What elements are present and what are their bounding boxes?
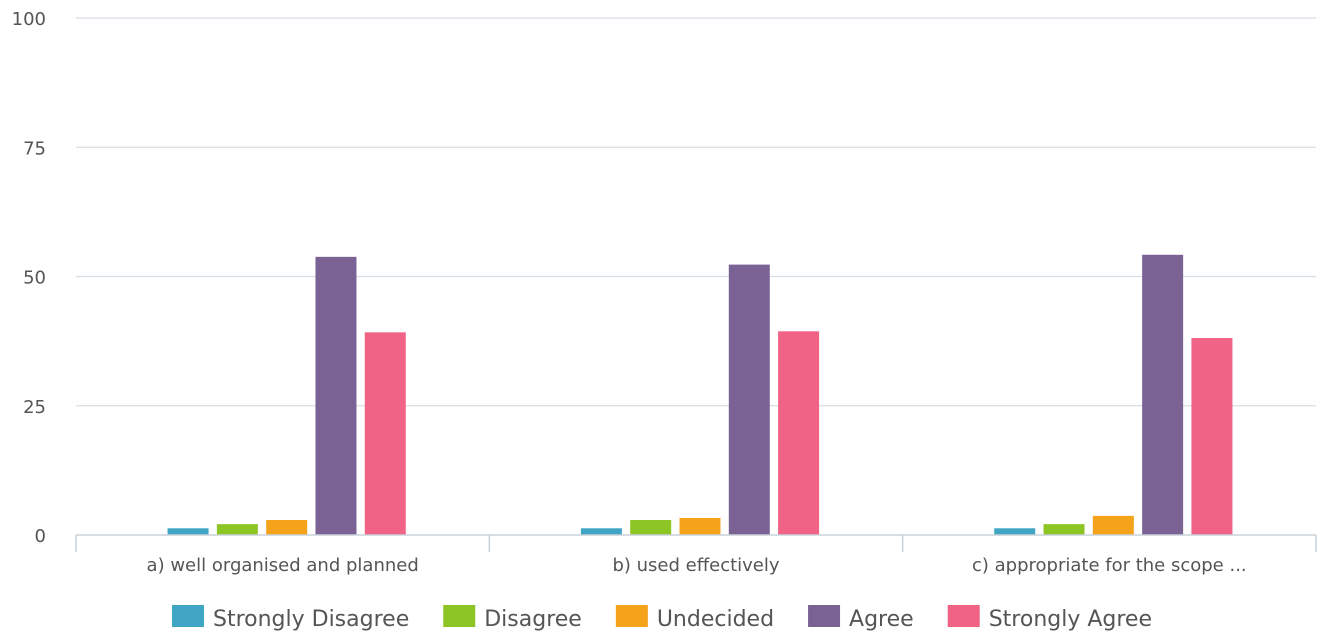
legend-item-strongly-disagree[interactable]: Strongly Disagree (171, 605, 409, 632)
bar-disagree[interactable] (630, 520, 672, 535)
x-category-label: c) appropriate for the scope ... (972, 555, 1247, 576)
bar-disagree[interactable] (216, 524, 258, 535)
y-tick-label: 25 (23, 397, 46, 418)
x-axis (75, 534, 1317, 552)
bar-strongly-disagree[interactable] (580, 528, 622, 535)
bar-disagree[interactable] (1043, 524, 1085, 535)
legend-label: Disagree (484, 607, 582, 632)
legend-item-undecided[interactable]: Undecided (615, 605, 774, 632)
legend-label: Agree (849, 607, 914, 632)
legend-label: Undecided (657, 607, 774, 632)
bars (167, 254, 1233, 535)
gridlines (76, 17, 1316, 407)
x-category-label: a) well organised and planned (147, 555, 419, 576)
bar-strongly-disagree[interactable] (994, 528, 1036, 535)
y-tick-label: 0 (35, 526, 46, 547)
y-axis-tick-labels: 0 25 50 75 100 (12, 9, 46, 547)
bar-strongly-disagree[interactable] (167, 528, 209, 535)
bar-undecided[interactable] (266, 520, 308, 535)
bar-undecided[interactable] (679, 517, 721, 535)
legend-swatch (171, 605, 204, 627)
y-tick-label: 50 (23, 268, 46, 289)
x-category-label: b) used effectively (612, 555, 779, 576)
bar-strongly-agree[interactable] (778, 331, 820, 535)
bar-undecided[interactable] (1092, 515, 1134, 535)
bar-strongly-agree[interactable] (1191, 338, 1233, 535)
y-tick-label: 75 (23, 138, 46, 159)
legend-swatch (808, 605, 841, 627)
x-axis-category-labels: a) well organised and planned b) used eff… (147, 555, 1247, 576)
legend-item-agree[interactable]: Agree (808, 605, 914, 632)
legend-label: Strongly Disagree (213, 607, 409, 632)
bar-agree[interactable] (1142, 254, 1184, 535)
legend-swatch (947, 605, 980, 627)
legend-item-strongly-agree[interactable]: Strongly Agree (947, 605, 1152, 632)
bar-strongly-agree[interactable] (364, 332, 406, 535)
bar-agree[interactable] (315, 256, 357, 535)
legend[interactable]: Strongly Disagree Disagree Undecided Agree S… (171, 605, 1152, 632)
y-tick-label: 100 (12, 9, 46, 30)
legend-label: Strongly Agree (989, 607, 1152, 632)
bar-agree[interactable] (728, 264, 770, 535)
legend-swatch (615, 605, 648, 627)
legend-swatch (443, 605, 476, 627)
legend-item-disagree[interactable]: Disagree (443, 605, 582, 632)
